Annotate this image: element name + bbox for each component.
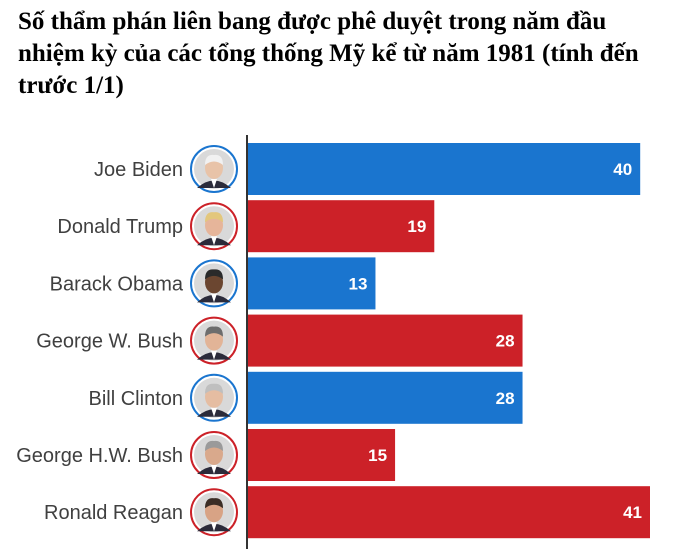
bar-barack-obama	[248, 257, 376, 310]
bar-bill-clinton	[248, 371, 523, 424]
bar-donald-trump	[248, 200, 435, 253]
bar-value-label: 28	[496, 332, 515, 351]
bar-value-label: 19	[407, 217, 426, 236]
category-label: Donald Trump	[57, 216, 183, 238]
bar-value-label: 41	[623, 503, 642, 522]
bar-value-label: 28	[496, 389, 515, 408]
bar-george-h-w-bush	[248, 429, 396, 481]
trump-portrait-icon	[190, 202, 238, 251]
bar-george-w-bush	[248, 314, 523, 367]
bar-value-label: 15	[368, 446, 387, 465]
bar-joe-biden	[248, 143, 641, 195]
category-label: George W. Bush	[36, 331, 183, 353]
bar-value-label: 13	[349, 274, 368, 293]
obama-portrait-icon	[190, 259, 238, 308]
gwbush-portrait-icon	[190, 316, 238, 365]
bar-value-label: 40	[613, 160, 632, 179]
category-label: Bill Clinton	[89, 388, 183, 410]
biden-portrait-icon	[190, 145, 238, 193]
clinton-portrait-icon	[190, 373, 238, 422]
chart-title: Số thẩm phán liên bang được phê duyệt tr…	[18, 8, 639, 99]
bar-ronald-reagan	[248, 486, 650, 539]
ghwbush-portrait-icon	[190, 431, 238, 479]
reagan-portrait-icon	[190, 488, 238, 537]
category-label: Barack Obama	[50, 273, 184, 295]
category-label: George H.W. Bush	[16, 445, 183, 467]
category-label: Ronald Reagan	[44, 502, 183, 524]
category-label: Joe Biden	[94, 159, 183, 181]
